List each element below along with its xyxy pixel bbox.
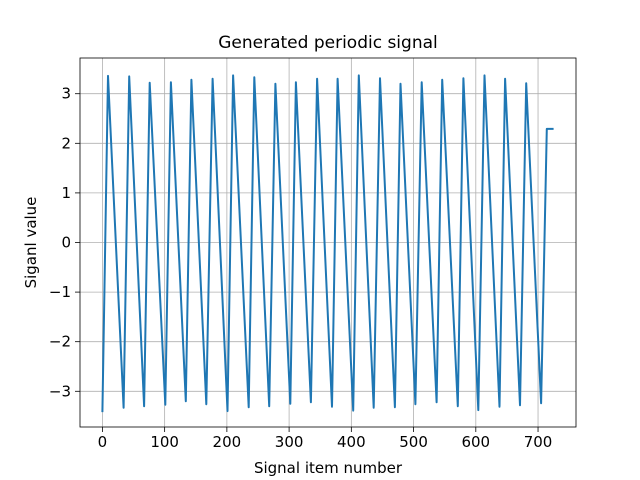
x-axis-ticks: 0 100 200 300 400 500 600 700 (98, 427, 553, 451)
x-tick-label: 0 (98, 433, 108, 451)
signal-line (101, 74, 554, 413)
x-tick-label: 600 (461, 433, 490, 451)
y-tick-label: −1 (49, 283, 71, 301)
x-tick-label: 500 (399, 433, 428, 451)
x-tick-label: 700 (524, 433, 553, 451)
x-tick-label: 100 (150, 433, 179, 451)
chart-title: Generated periodic signal (218, 33, 438, 53)
y-tick-label: 2 (61, 134, 71, 152)
y-tick-label: 3 (61, 85, 71, 103)
y-tick-label: −2 (49, 333, 71, 351)
y-axis-ticks: −3 −2 −1 0 1 2 3 (49, 85, 80, 400)
y-tick-label: 1 (61, 184, 71, 202)
y-tick-label: −3 (49, 382, 71, 400)
x-tick-label: 300 (275, 433, 304, 451)
x-axis-label: Signal item number (254, 459, 403, 477)
x-tick-label: 200 (213, 433, 242, 451)
x-tick-label: 400 (337, 433, 366, 451)
y-axis-label: Siganl value (22, 197, 40, 289)
y-tick-label: 0 (61, 234, 71, 252)
plot-area (101, 74, 554, 413)
